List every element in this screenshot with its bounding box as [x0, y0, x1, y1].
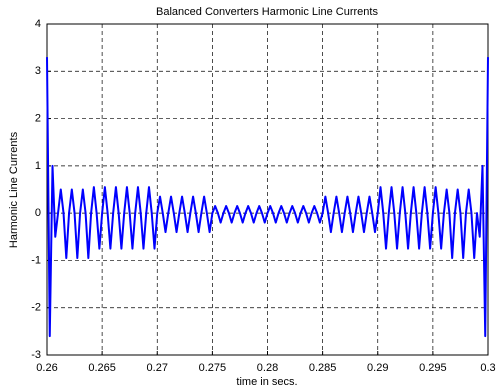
- y-tick-label: -1: [31, 254, 41, 266]
- data-line: [46, 57, 489, 338]
- x-tick-label: 0.26: [36, 362, 57, 374]
- y-tick-label: 1: [35, 160, 41, 172]
- chart-title: Balanced Converters Harmonic Line Curren…: [156, 6, 378, 18]
- y-tick-label: -3: [31, 349, 41, 361]
- plot-frame: [46, 23, 489, 356]
- y-tick-label: -2: [31, 302, 41, 314]
- x-tick-label: 0.295: [419, 362, 447, 374]
- y-axis-label: Harmonic Line Currents: [8, 131, 20, 248]
- x-tick-label: 0.265: [88, 362, 116, 374]
- y-tick-label: 4: [35, 18, 41, 30]
- x-tick-label: 0.3: [480, 362, 495, 374]
- y-tick-label: 2: [35, 112, 41, 124]
- y-tick-label: 3: [35, 65, 41, 77]
- y-tick-label: 0: [35, 207, 41, 219]
- x-tick-label: 0.28: [257, 362, 278, 374]
- x-axis-label: time in secs.: [236, 376, 297, 388]
- x-tick-label: 0.29: [367, 362, 388, 374]
- x-tick-label: 0.275: [199, 362, 227, 374]
- x-tick-label: 0.285: [309, 362, 337, 374]
- x-tick-label: 0.27: [147, 362, 168, 374]
